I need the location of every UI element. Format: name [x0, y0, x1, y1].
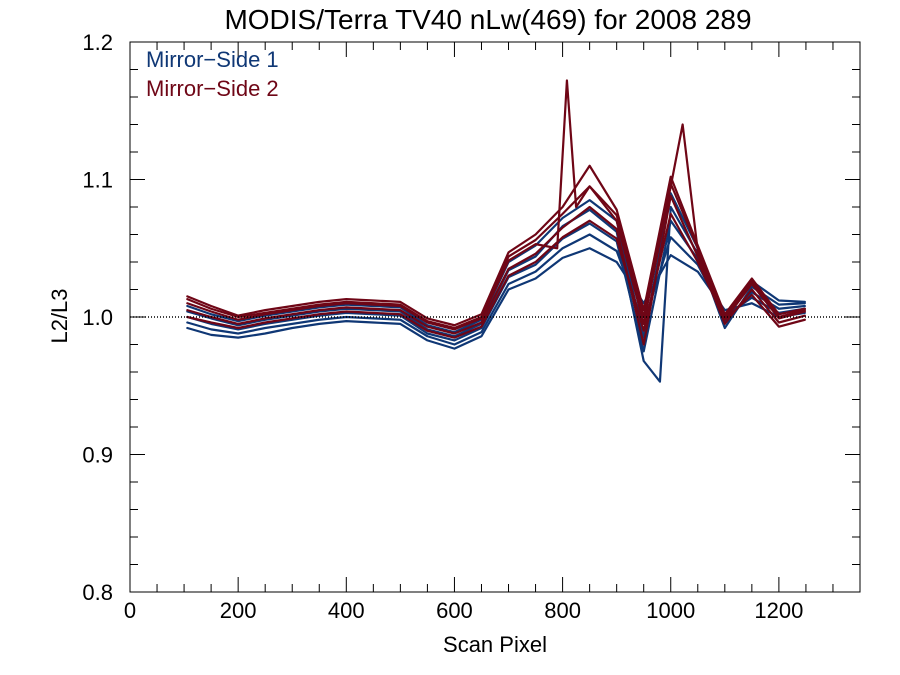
x-axis-tick-label: 0	[124, 598, 136, 623]
series-lines	[186, 79, 806, 383]
x-axis-tick-label: 600	[436, 598, 473, 623]
mirror-side-1-line	[186, 247, 806, 350]
y-axis-tick-label: 1.2	[82, 30, 113, 55]
y-axis-tick-label: 0.9	[82, 443, 113, 468]
legend-entry-mirror-side-2: Mirror−Side 2	[146, 76, 279, 101]
mirror-side-2-line	[186, 182, 806, 330]
y-axis-label: L2/L3	[47, 288, 72, 343]
x-axis-label: Scan Pixel	[443, 632, 547, 657]
x-axis-tick-label: 1000	[646, 598, 695, 623]
x-axis-tick-label: 400	[328, 598, 365, 623]
mirror-side-2-line	[186, 212, 806, 339]
y-axis-tick-label: 0.8	[82, 580, 113, 605]
x-axis-tick-label: 200	[220, 598, 257, 623]
y-axis-tick-label: 1.0	[82, 305, 113, 330]
y-axis-tick-label: 1.1	[82, 168, 113, 193]
mirror-side-2-line	[186, 194, 806, 346]
axis-ticks: 0 200 400 600 800 1000 1200 0.8 0.9 1.0 1.1 1.2	[82, 30, 861, 623]
plot-frame	[129, 41, 861, 593]
x-axis-tick-label: 800	[544, 598, 581, 623]
legend-entry-mirror-side-1: Mirror−Side 1	[146, 47, 279, 72]
x-axis-tick-label: 1200	[754, 598, 803, 623]
mirror-side-2-line	[186, 79, 806, 331]
legend: Mirror−Side 1 Mirror−Side 2	[146, 47, 279, 101]
chart-title: MODIS/Terra TV40 nLw(469) for 2008 289	[224, 4, 751, 35]
